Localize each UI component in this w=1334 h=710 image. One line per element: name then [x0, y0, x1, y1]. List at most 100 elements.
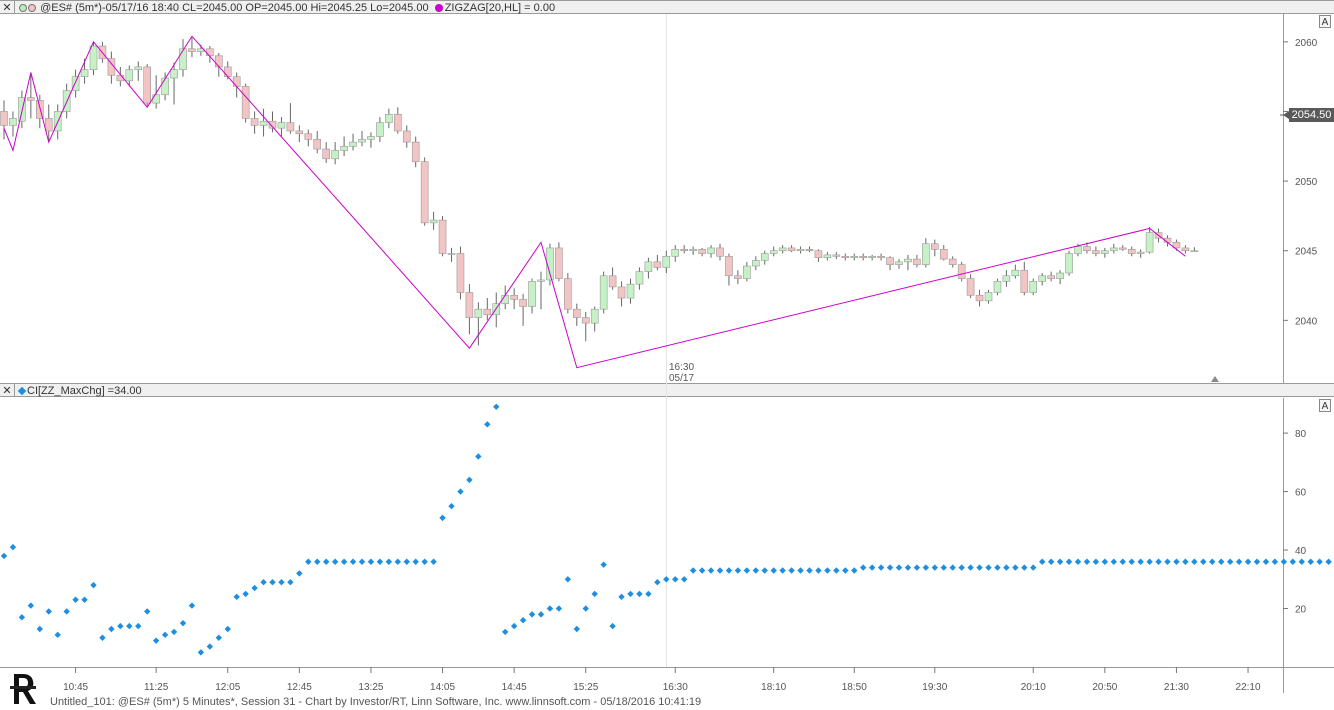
candle-body: [599, 275, 608, 310]
candle-body: [966, 278, 975, 296]
candle-body: [948, 258, 957, 265]
close-pane-icon[interactable]: ✕: [2, 2, 12, 14]
candle-body: [778, 247, 787, 252]
ci-point: [331, 558, 339, 565]
candle-body: [1074, 246, 1082, 254]
ci-point: [779, 567, 786, 574]
candle-body: [1002, 275, 1011, 282]
ci-point: [976, 564, 983, 571]
indicator-tick-label: 60: [1295, 488, 1307, 499]
ci-point: [81, 596, 88, 603]
candle-body: [572, 308, 581, 318]
candle-body: [35, 100, 44, 119]
price-zoom-button[interactable]: A: [1319, 15, 1331, 28]
ci-point: [886, 564, 894, 571]
ci-point: [251, 584, 258, 592]
ci-point: [117, 622, 124, 630]
ci-point: [1047, 558, 1055, 565]
candle-body: [206, 48, 214, 57]
candle-body: [564, 278, 572, 310]
candle-body: [411, 141, 420, 162]
candle-body: [1047, 275, 1055, 279]
up-color-icon: [19, 4, 27, 13]
candle-body: [188, 48, 196, 52]
candle-body: [680, 249, 689, 252]
ci-point: [135, 622, 142, 630]
ci-point: [510, 622, 518, 630]
candle-body: [734, 275, 742, 279]
ci-point: [824, 567, 831, 574]
ci-point: [323, 558, 330, 565]
ci-point: [1137, 558, 1144, 565]
time-tick-label: 14:05: [430, 682, 455, 693]
ci-point: [1173, 558, 1180, 565]
candle-body: [438, 219, 447, 254]
ci-point: [466, 476, 473, 484]
candle-body: [877, 255, 885, 258]
indicator-zoom-button[interactable]: A: [1319, 399, 1331, 412]
ci-point: [367, 558, 375, 565]
candle-body: [653, 261, 662, 268]
candle-body: [1065, 253, 1073, 274]
indicator-tick-label: 40: [1295, 546, 1307, 557]
ci-point: [1092, 558, 1100, 565]
close-pane-icon[interactable]: ✕: [2, 385, 12, 397]
candle-body: [1172, 242, 1181, 249]
last-price-label: 2054.50: [1289, 108, 1334, 122]
ci-point: [770, 567, 777, 574]
time-tick-label: 13:25: [358, 682, 383, 693]
ci-point: [358, 558, 366, 565]
indicator-header-content: CI[ZZ_MaxChg] =34.00: [17, 384, 142, 398]
zigzag-legend-icon: [434, 4, 443, 13]
ci-point: [430, 558, 437, 565]
candle-body: [841, 255, 850, 258]
ci-point: [1289, 558, 1296, 565]
ci-point: [609, 622, 616, 630]
candle-body: [376, 122, 384, 137]
ci-point: [305, 558, 312, 565]
candle-body: [537, 279, 545, 282]
ci-point: [448, 502, 455, 510]
candle-body: [1101, 250, 1109, 254]
ci-point: [1003, 564, 1010, 571]
candle-body: [9, 118, 17, 126]
candle-body: [1110, 247, 1118, 252]
ci-point: [45, 608, 52, 615]
candle-body: [1190, 250, 1199, 253]
ci-point: [1030, 564, 1037, 571]
ci-point: [278, 579, 285, 586]
time-tick-label: 20:10: [1021, 682, 1046, 693]
candle-body: [250, 118, 259, 126]
ci-point: [215, 634, 222, 641]
candle-body: [635, 271, 644, 285]
ci-point: [63, 608, 70, 615]
ci-point: [1307, 558, 1314, 565]
ci-point: [725, 567, 733, 574]
ci-point: [1119, 558, 1126, 565]
ci-point: [591, 590, 598, 598]
ci-point: [161, 631, 169, 639]
ci-point: [877, 564, 885, 571]
ci-point: [636, 590, 643, 598]
ci-point: [940, 564, 947, 571]
candle-body: [143, 66, 151, 104]
candle-body: [975, 294, 984, 302]
candle-body: [957, 264, 966, 279]
candle-body: [555, 247, 563, 279]
candle-body: [483, 308, 492, 316]
ci-point: [806, 567, 813, 574]
time-tick-label: 12:05: [215, 682, 240, 693]
ci-point: [484, 421, 491, 428]
candle-body: [689, 249, 697, 252]
candle-body: [671, 249, 680, 257]
candle-body: [232, 76, 241, 87]
ci-point: [493, 403, 500, 410]
indicator-dots: [0, 403, 1332, 656]
candle-body: [1029, 281, 1038, 293]
ci-point: [546, 605, 554, 612]
price-header-content: @ES# (5m*)-05/17/16 18:40 CL=2045.00 OP=…: [19, 1, 555, 15]
ci-point: [296, 570, 303, 577]
price-tick-label: 2060: [1295, 38, 1318, 49]
candle-body: [223, 66, 232, 77]
